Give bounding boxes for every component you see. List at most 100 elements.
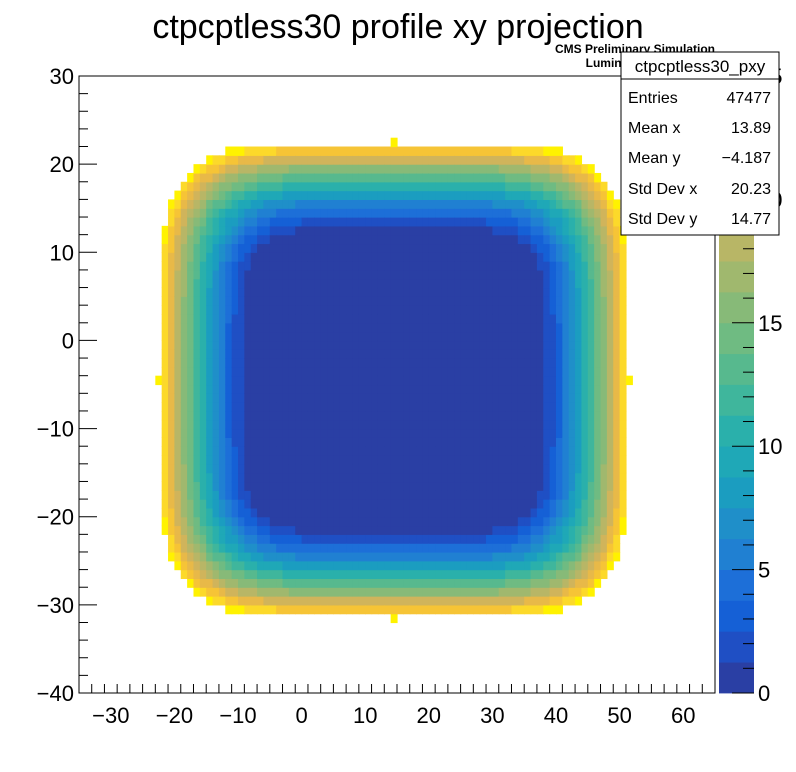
heatmap-cell — [269, 375, 277, 386]
heatmap-cell — [339, 490, 347, 500]
heatmap-cell — [276, 261, 284, 271]
heatmap-cell — [600, 463, 608, 474]
heatmap-cell — [543, 534, 551, 544]
heatmap-cell — [606, 358, 614, 368]
heatmap-cell — [371, 410, 379, 421]
heatmap-cell — [358, 164, 366, 174]
heatmap-cell — [244, 375, 252, 386]
heatmap-cell — [416, 225, 424, 236]
heatmap-cell — [238, 393, 245, 403]
heatmap-cell — [479, 269, 487, 280]
heatmap-cell — [320, 243, 328, 253]
heatmap-cell — [333, 393, 341, 403]
heatmap-cell — [327, 534, 334, 544]
heatmap-cell — [397, 455, 404, 465]
heatmap-cell — [218, 481, 226, 491]
heatmap-cell — [346, 446, 354, 456]
heatmap-cell — [575, 278, 583, 289]
heatmap-cell — [295, 481, 303, 491]
heatmap-cell — [492, 243, 500, 253]
heatmap-cell — [199, 446, 207, 456]
heatmap-cell — [301, 190, 309, 200]
heatmap-cell — [549, 410, 557, 421]
heatmap-cell — [447, 525, 455, 535]
heatmap-cell — [524, 481, 532, 491]
heatmap-cell — [454, 587, 462, 597]
heatmap-cell — [269, 516, 277, 527]
heatmap-cell — [562, 419, 570, 430]
heatmap-cell — [327, 199, 334, 209]
heatmap-cell — [397, 208, 404, 218]
heatmap-cell — [460, 217, 468, 227]
heatmap-cell — [575, 349, 583, 359]
heatmap-cell — [295, 437, 303, 447]
heatmap-cell — [199, 375, 207, 386]
heatmap-cell — [307, 225, 315, 236]
heatmap-cell — [358, 172, 366, 183]
heatmap-cell — [352, 305, 360, 315]
heatmap-cell — [161, 437, 169, 447]
heatmap-cell — [231, 375, 239, 386]
heatmap-cell — [409, 587, 417, 597]
heatmap-cell — [352, 366, 360, 377]
heatmap-cell — [575, 507, 583, 518]
heatmap-cell — [263, 225, 271, 236]
heatmap-cell — [511, 437, 519, 447]
heatmap-cell — [174, 208, 182, 218]
heatmap-cell — [193, 499, 201, 509]
heatmap-cell — [454, 490, 462, 500]
heatmap-cell — [587, 384, 595, 394]
heatmap-cell — [562, 375, 570, 386]
heatmap-cell — [238, 446, 245, 456]
heatmap-cell — [199, 393, 207, 403]
heatmap-cell — [257, 181, 265, 192]
heatmap-cell — [269, 269, 277, 280]
heatmap-cell — [594, 243, 602, 253]
y-tick-label: −30 — [37, 593, 74, 618]
heatmap-cell — [460, 490, 468, 500]
heatmap-cell — [250, 410, 258, 421]
heatmap-cell — [536, 428, 544, 438]
heatmap-cell — [365, 349, 373, 359]
heatmap-cell — [466, 551, 474, 562]
heatmap-cell — [352, 410, 360, 421]
heatmap-cell — [358, 313, 366, 324]
heatmap-cell — [307, 455, 315, 465]
heatmap-cell — [301, 269, 309, 280]
heatmap-cell — [231, 507, 239, 518]
heatmap-cell — [174, 340, 182, 350]
heatmap-cell — [606, 463, 614, 474]
heatmap-cell — [498, 410, 506, 421]
heatmap-cell — [422, 604, 430, 615]
heatmap-cell — [225, 155, 233, 165]
heatmap-cell — [276, 384, 284, 394]
heatmap-cell — [505, 287, 513, 297]
heatmap-cell — [187, 516, 195, 527]
heatmap-cell — [180, 305, 188, 315]
heatmap-cell — [199, 349, 207, 359]
heatmap-cell — [238, 375, 245, 386]
heatmap-cell — [460, 534, 468, 544]
heatmap-cell — [288, 419, 296, 430]
heatmap-cell — [625, 375, 633, 386]
heatmap-cell — [562, 225, 570, 236]
heatmap-cell — [295, 278, 303, 289]
heatmap-cell — [498, 507, 506, 518]
heatmap-cell — [238, 313, 245, 324]
heatmap-cell — [403, 190, 411, 200]
heatmap-cell — [257, 402, 265, 412]
heatmap-cell — [428, 428, 436, 438]
heatmap-cell — [447, 331, 455, 342]
heatmap-cell — [606, 560, 614, 571]
heatmap-cell — [562, 446, 570, 456]
heatmap-cell — [282, 560, 290, 571]
heatmap-cell — [288, 472, 296, 483]
heatmap-cell — [307, 208, 315, 218]
heatmap-cell — [276, 269, 284, 280]
heatmap-cell — [422, 217, 430, 227]
heatmap-cell — [365, 587, 373, 597]
z-tick-label: 10 — [758, 434, 782, 459]
heatmap-cell — [466, 587, 474, 597]
heatmap-cell — [320, 349, 328, 359]
heatmap-cell — [492, 507, 500, 518]
